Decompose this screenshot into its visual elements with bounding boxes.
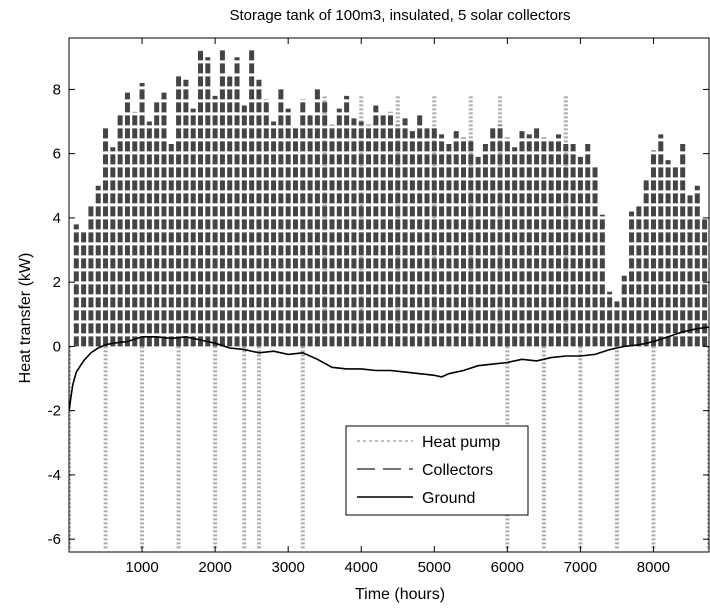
y-tick-label: -6 xyxy=(48,531,61,548)
series-ground xyxy=(69,326,709,411)
chart-title: Storage tank of 100m3, insulated, 5 sola… xyxy=(229,7,570,24)
plot-frame xyxy=(68,37,710,553)
series-collectors xyxy=(73,47,708,347)
x-tick-label: 5000 xyxy=(418,559,451,576)
legend-label: Ground xyxy=(422,490,475,507)
x-tick-label: 4000 xyxy=(345,559,378,576)
x-tick-label: 3000 xyxy=(271,559,304,576)
x-tick-label: 8000 xyxy=(637,559,670,576)
x-tick-label: 2000 xyxy=(198,559,231,576)
y-tick-label: -2 xyxy=(48,403,61,420)
y-tick-label: 4 xyxy=(53,210,61,227)
y-tick-label: 0 xyxy=(53,338,61,355)
y-tick-label: 8 xyxy=(53,81,61,98)
legend-label: Heat pump xyxy=(422,434,500,451)
legend-label: Collectors xyxy=(422,462,493,479)
x-tick-label: 7000 xyxy=(564,559,597,576)
y-axis-label: Heat transfer (kW) xyxy=(17,253,34,384)
x-tick-label: 6000 xyxy=(491,559,524,576)
plot-area xyxy=(68,37,710,553)
axis-ticks: 1000 2000 3000 4000 5000 6000 7000 8000 -6 -4 -2 0 2… xyxy=(48,38,709,576)
y-tick-label: 2 xyxy=(53,274,61,291)
legend: Heat pump Collectors Ground xyxy=(345,425,529,516)
y-tick-label: -4 xyxy=(48,467,61,484)
x-axis-label: Time (hours) xyxy=(355,586,445,603)
y-tick-label: 6 xyxy=(53,146,61,163)
x-tick-label: 1000 xyxy=(125,559,158,576)
